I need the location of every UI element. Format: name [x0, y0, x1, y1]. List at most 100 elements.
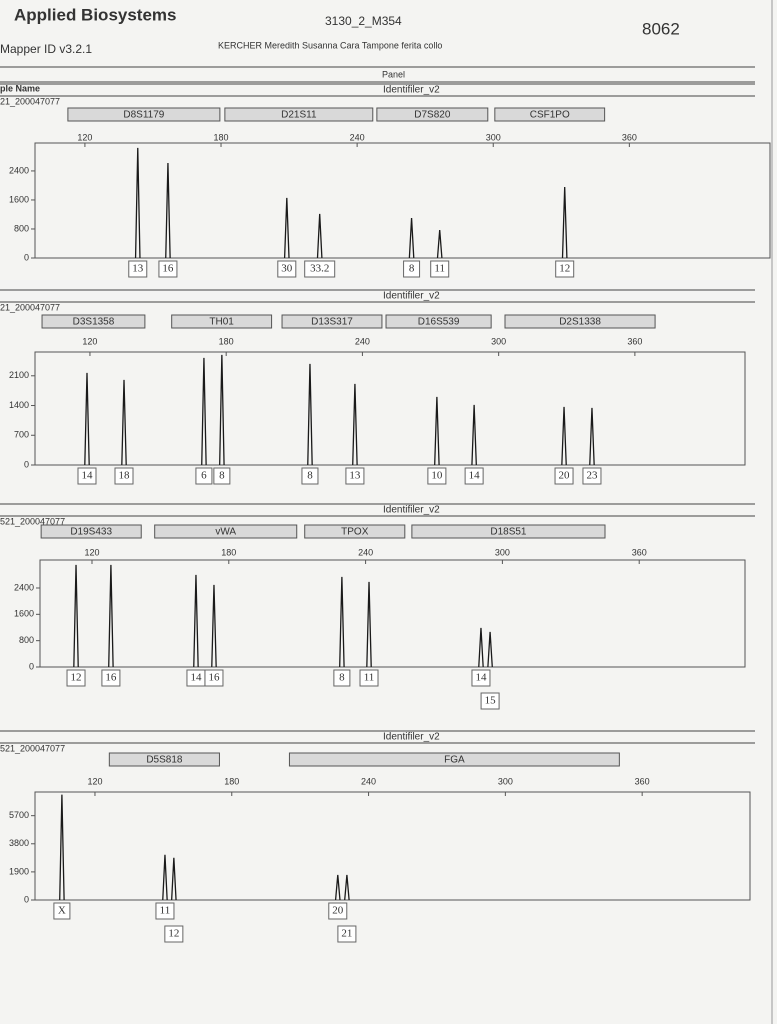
y-tick-label: 2400: [9, 165, 29, 175]
allele-box: [114, 467, 134, 485]
allele-box: [359, 669, 379, 687]
peak: [283, 197, 290, 259]
allele-label: 11: [160, 905, 171, 917]
peak: [59, 794, 65, 901]
marker-name: D8S1179: [123, 110, 164, 121]
allele-box: [301, 467, 319, 485]
x-tick-label: 120: [82, 336, 97, 346]
peak: [471, 404, 477, 466]
y-tick-label: 0: [29, 661, 34, 671]
y-tick-label: 800: [14, 223, 29, 233]
allele-box: [554, 467, 574, 485]
peak: [171, 857, 177, 901]
allele-label: 13: [349, 470, 361, 482]
allele-label: 6: [201, 470, 207, 482]
peak: [561, 406, 567, 466]
allele-label: 12: [559, 263, 570, 275]
allele-box: [158, 260, 178, 278]
allele-box: [164, 925, 184, 943]
allele-label: 23: [586, 470, 598, 482]
allele-label: 14: [81, 470, 93, 482]
allele-label: 16: [208, 672, 220, 684]
marker-name: D16S539: [418, 317, 460, 328]
peak: [487, 631, 493, 668]
marker-name: TH01: [209, 317, 234, 328]
peak: [339, 576, 345, 668]
marker-box: [67, 107, 221, 122]
allele-box: [277, 260, 297, 278]
peak: [193, 574, 199, 668]
x-tick-label: 360: [632, 547, 647, 557]
peak: [561, 186, 568, 259]
marker-box: [504, 314, 656, 329]
sample-name-label: ple Name: [0, 83, 40, 93]
peak: [316, 213, 323, 259]
allele-box: [53, 902, 71, 920]
y-tick-label: 3800: [9, 838, 29, 848]
peak: [121, 379, 127, 466]
plot-frame: [34, 791, 751, 901]
peak: [366, 581, 372, 668]
plot-frame: [39, 559, 746, 668]
allele-label: 16: [162, 263, 174, 275]
allele-label: X: [58, 905, 66, 917]
marker-name: D19S433: [70, 527, 112, 538]
plot-frame: [34, 142, 771, 259]
peak: [344, 874, 350, 901]
peak: [408, 217, 415, 259]
allele-label: 13: [132, 263, 144, 275]
peak: [108, 564, 114, 668]
x-tick-label: 300: [491, 336, 506, 346]
marker-box: [171, 314, 273, 329]
marker-box: [376, 107, 489, 122]
allele-box: [128, 260, 148, 278]
allele-box: [430, 260, 450, 278]
y-tick-label: 2100: [9, 370, 29, 380]
sample-id: 521_200047077: [0, 743, 65, 753]
allele-label: 12: [168, 928, 179, 940]
allele-box: [471, 669, 491, 687]
allele-label: 8: [219, 470, 225, 482]
allele-label: 8: [409, 263, 415, 275]
y-tick-label: 1600: [9, 194, 29, 204]
y-tick-label: 1600: [14, 609, 34, 619]
marker-box: [224, 107, 374, 122]
x-tick-label: 240: [355, 336, 370, 346]
peak: [307, 363, 313, 466]
allele-box: [304, 260, 336, 278]
x-tick-label: 240: [350, 132, 365, 142]
marker-box: [385, 314, 492, 329]
y-tick-label: 0: [24, 894, 29, 904]
allele-label: 11: [434, 263, 445, 275]
x-tick-label: 180: [221, 547, 236, 557]
marker-name: D5S818: [146, 755, 183, 766]
marker-name: D13S317: [311, 317, 353, 328]
x-tick-label: 120: [87, 776, 102, 786]
allele-box: [77, 467, 97, 485]
allele-box: [328, 902, 348, 920]
peak: [589, 407, 595, 466]
allele-box: [582, 467, 602, 485]
allele-box: [464, 467, 484, 485]
panel-name: Identifiler_v2: [383, 85, 440, 96]
peak: [201, 357, 207, 466]
allele-box: [101, 669, 121, 687]
marker-name: D7S820: [414, 110, 451, 121]
marker-name: FGA: [444, 755, 465, 766]
marker-box: [411, 524, 606, 539]
allele-label: 14: [190, 672, 202, 684]
y-tick-label: 2400: [14, 582, 34, 592]
y-tick-label: 1400: [9, 400, 29, 410]
marker-box: [41, 314, 146, 329]
allele-label: 14: [475, 672, 487, 684]
software: Mapper ID v3.2.1: [0, 42, 92, 56]
run-name: 3130_2_M354: [325, 14, 402, 28]
marker-box: [288, 752, 620, 767]
allele-box: [66, 669, 86, 687]
x-tick-label: 120: [77, 132, 92, 142]
x-tick-label: 240: [361, 776, 376, 786]
allele-box: [155, 902, 175, 920]
marker-name: CSF1PO: [530, 110, 570, 121]
allele-label: 15: [485, 695, 497, 707]
